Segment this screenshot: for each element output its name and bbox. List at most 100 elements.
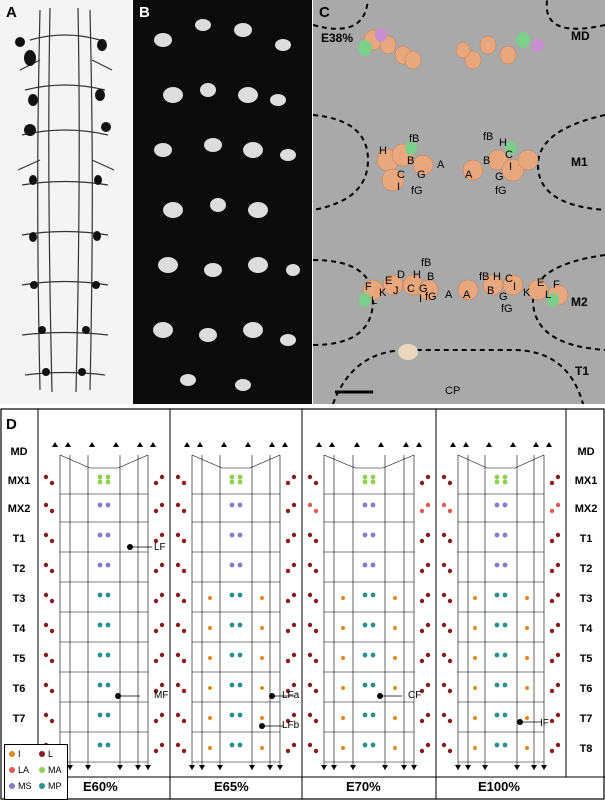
neuron-dot bbox=[419, 480, 425, 486]
axon-arrow bbox=[52, 442, 58, 447]
neuron-dot bbox=[43, 622, 49, 628]
midline-cell bbox=[370, 682, 376, 688]
intermediate-cell bbox=[341, 596, 345, 600]
cell-label: fG bbox=[501, 303, 513, 315]
axon-arrow bbox=[514, 765, 520, 770]
neuron-dot bbox=[307, 502, 313, 508]
intermediate-cell bbox=[260, 596, 264, 600]
intermediate-cell bbox=[208, 746, 212, 750]
neuron-dot bbox=[419, 688, 425, 694]
intermediate-cell bbox=[393, 626, 397, 630]
neuron-dot bbox=[549, 480, 555, 486]
neuron-dot bbox=[175, 742, 181, 748]
cell-label: L bbox=[545, 289, 551, 301]
neuron-dot bbox=[291, 562, 297, 568]
neuron-dot bbox=[419, 598, 425, 604]
axon-arrow bbox=[67, 765, 73, 770]
callout-lfb: LFb bbox=[282, 720, 300, 731]
neuron-dot bbox=[153, 508, 159, 514]
intermediate-cell bbox=[341, 656, 345, 660]
cell-label: H bbox=[499, 137, 507, 149]
neuron-dot bbox=[441, 502, 447, 508]
axon-arrow bbox=[197, 442, 203, 447]
neuron-dot bbox=[49, 628, 55, 634]
neuron-dot bbox=[285, 480, 291, 486]
neuron-dot bbox=[447, 688, 453, 694]
callout-if: IF bbox=[540, 718, 549, 729]
neuron-dot bbox=[441, 742, 447, 748]
neuron-dot bbox=[159, 712, 165, 718]
midline-cell bbox=[370, 474, 376, 480]
neuron-dot bbox=[555, 652, 561, 658]
neuron-dot bbox=[285, 628, 291, 634]
neuron-dot bbox=[549, 628, 555, 634]
intermediate-cell bbox=[260, 686, 264, 690]
axon-arrow bbox=[331, 765, 337, 770]
cell-label: C bbox=[505, 149, 513, 161]
axon-arrow bbox=[245, 442, 251, 447]
neuron-dot bbox=[425, 652, 431, 658]
cell-label: K bbox=[379, 287, 387, 299]
cell-label: H bbox=[493, 271, 501, 283]
stage-e60: E60% bbox=[83, 779, 118, 794]
cell-label: I bbox=[513, 281, 516, 293]
axon-arrow bbox=[137, 442, 143, 447]
axon-arrow bbox=[321, 765, 327, 770]
midline-cell bbox=[362, 682, 368, 688]
panel-b-label: B bbox=[139, 4, 150, 21]
intermediate-cell bbox=[341, 686, 345, 690]
neuron-dot bbox=[153, 628, 159, 634]
cell-label: B bbox=[487, 285, 494, 297]
neuron-dot bbox=[313, 748, 319, 754]
neuron-dot bbox=[291, 742, 297, 748]
neuron-dot bbox=[49, 658, 55, 664]
panel-c-diagram: E38% MD M1 M2 T1 CP fB H B C I G fG A fB… bbox=[313, 0, 605, 404]
midline-cell bbox=[370, 742, 376, 748]
midline-cell bbox=[237, 502, 243, 508]
segment-label-left: T5 bbox=[13, 653, 26, 665]
neuron-dot bbox=[49, 480, 55, 486]
neuron-dot bbox=[43, 562, 49, 568]
neuron-dot bbox=[307, 652, 313, 658]
neuron-dot bbox=[555, 622, 561, 628]
axon-arrow bbox=[382, 765, 388, 770]
panel-c-seg-cp: CP bbox=[445, 385, 460, 397]
midline-cell bbox=[237, 532, 243, 538]
midline-cell bbox=[237, 682, 243, 688]
segment-label-left: T3 bbox=[13, 593, 26, 605]
neuron-dot bbox=[159, 562, 165, 568]
neuron-dot bbox=[285, 688, 291, 694]
midline-cell bbox=[502, 479, 508, 485]
cell-label: D bbox=[397, 269, 405, 281]
intermediate-cell bbox=[525, 656, 529, 660]
midline-cell bbox=[229, 479, 235, 485]
cell-label: fB bbox=[483, 131, 493, 143]
neuron-dot bbox=[307, 474, 313, 480]
neuron-dot bbox=[175, 712, 181, 718]
neuron-dot bbox=[555, 682, 561, 688]
neuron-dot bbox=[313, 508, 319, 514]
neuron-dot bbox=[49, 568, 55, 574]
neuron-dot bbox=[313, 718, 319, 724]
panel-c-seg-m1: M1 bbox=[571, 155, 588, 169]
neuron-dot bbox=[43, 474, 49, 480]
cell-label: G bbox=[499, 291, 508, 303]
neuron-dot bbox=[181, 598, 187, 604]
neuron-dot bbox=[549, 538, 555, 544]
neuron-dot bbox=[313, 628, 319, 634]
axon-arrow bbox=[217, 765, 223, 770]
legend-label: L bbox=[48, 749, 54, 759]
midline-cell bbox=[494, 712, 500, 718]
legend-swatch bbox=[9, 783, 15, 789]
intermediate-cell bbox=[473, 746, 477, 750]
panel-d-svg: MD MX1 MX2 T1 T2 T3 T4 T5 T6 T7 T8 MD MX1 MX2 T1 T2 T3 T… bbox=[0, 408, 605, 800]
neuron-dot bbox=[291, 502, 297, 508]
midline-cell bbox=[370, 592, 376, 598]
neuron-dot bbox=[175, 474, 181, 480]
neuron-dot bbox=[419, 628, 425, 634]
axon-arrow bbox=[510, 442, 516, 447]
axon-arrow bbox=[463, 442, 469, 447]
midline-cell bbox=[237, 742, 243, 748]
neuron-dot bbox=[175, 652, 181, 658]
legend-swatch bbox=[9, 751, 15, 757]
